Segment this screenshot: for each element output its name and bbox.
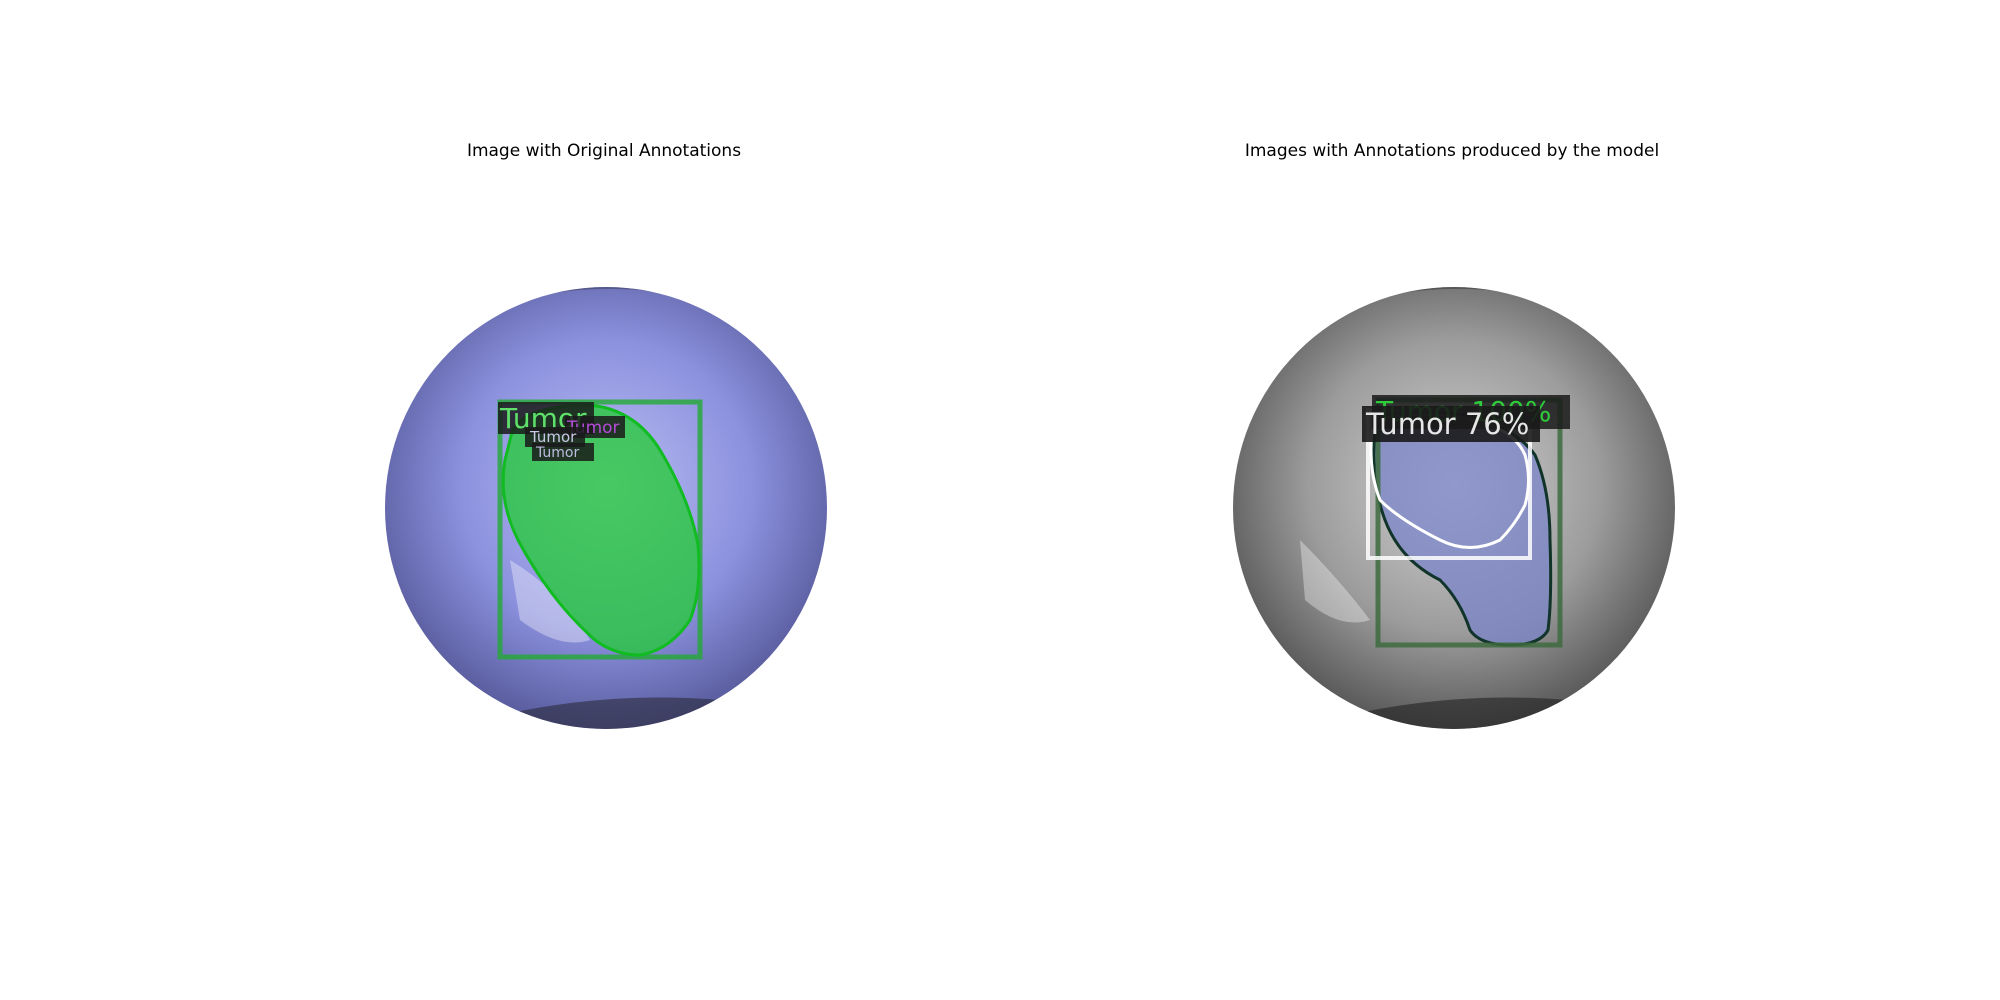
right-panel-title: Images with Annotations produced by the … bbox=[1244, 141, 1660, 161]
left-bounding-box bbox=[497, 399, 703, 660]
right-image: Tumor 100% Tumor 76% bbox=[1233, 287, 1675, 729]
left-tumor-mask bbox=[501, 403, 701, 657]
left-panel-title: Image with Original Annotations bbox=[466, 141, 742, 161]
left-label-small-c-bg bbox=[532, 443, 594, 461]
right-specular-highlight bbox=[1300, 540, 1370, 623]
left-dark-fold-bottom bbox=[480, 697, 720, 729]
left-specular-highlight bbox=[510, 560, 590, 643]
right-label-low: Tumor 76% bbox=[1365, 407, 1529, 441]
left-label-small-b: Tumor bbox=[529, 428, 577, 446]
left-label-small-c: Tumor bbox=[535, 445, 580, 461]
left-label-small-b-bg bbox=[525, 427, 585, 447]
right-dark-fold-bottom bbox=[1328, 697, 1568, 729]
left-image: Tumor Tumor Tumor Tumor bbox=[385, 287, 827, 729]
right-label-low-bg bbox=[1362, 406, 1540, 442]
